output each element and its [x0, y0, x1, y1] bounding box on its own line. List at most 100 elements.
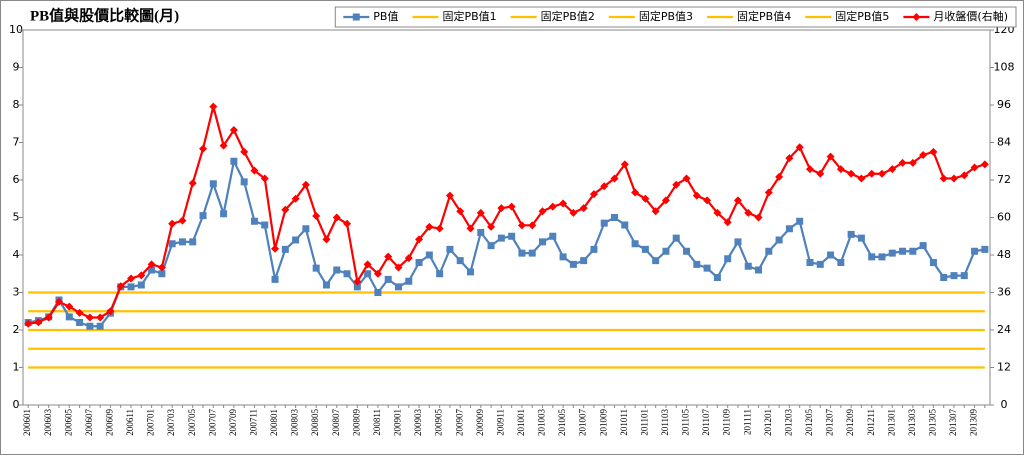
pb-marker	[744, 262, 752, 270]
price-marker	[919, 151, 928, 159]
price-marker	[661, 196, 670, 205]
pb-marker	[929, 259, 937, 266]
price-marker	[877, 169, 886, 178]
x-tick-label: 200701	[146, 409, 156, 436]
x-tick-label: 200601	[22, 409, 32, 436]
price-marker	[826, 152, 835, 161]
price-marker	[199, 144, 208, 153]
pb-marker	[425, 251, 433, 259]
pb-marker	[827, 251, 835, 259]
x-tick-label: 200809	[351, 409, 361, 437]
pb-marker	[250, 217, 258, 225]
price-marker	[949, 174, 958, 183]
series-line	[27, 106, 986, 325]
price-marker	[610, 174, 619, 183]
price-marker	[641, 194, 650, 203]
price-marker	[912, 13, 921, 21]
price-marker	[394, 263, 403, 272]
pb-marker	[405, 277, 413, 285]
pb-marker	[456, 257, 464, 265]
pb-marker	[76, 319, 84, 326]
pb-marker	[333, 266, 341, 274]
pb-marker	[352, 13, 360, 21]
price-marker	[682, 174, 691, 183]
x-tick-label: 200911	[495, 409, 505, 436]
pb-marker	[86, 322, 94, 330]
pb-marker	[559, 253, 567, 261]
pb-marker	[271, 275, 279, 283]
pb-marker	[240, 178, 248, 186]
price-marker	[168, 219, 177, 228]
y-tick-label: 4	[13, 248, 20, 261]
pb-marker	[477, 229, 485, 236]
legend-label: 固定PB值4	[737, 9, 791, 23]
x-tick-label: 200811	[372, 409, 382, 436]
pb-marker	[436, 270, 444, 278]
pb-marker	[981, 245, 989, 253]
y2-tick-label: 48	[997, 248, 1011, 261]
x-tick-label: 201011	[619, 409, 629, 436]
x-tick-label: 201111	[742, 409, 752, 435]
price-marker	[569, 208, 578, 217]
pb-marker	[312, 264, 320, 272]
y-tick-label: 2	[13, 323, 20, 336]
y2-tick-label: 108	[994, 61, 1015, 74]
x-tick-label: 200905	[434, 409, 444, 437]
price-marker	[559, 199, 568, 208]
pb-marker	[343, 270, 351, 278]
pb-marker	[220, 210, 228, 218]
x-tick-label: 201103	[660, 409, 670, 436]
pb-marker	[683, 247, 691, 255]
pb-marker	[127, 283, 135, 291]
pb-marker	[292, 236, 300, 244]
x-tick-label: 200705	[187, 409, 197, 437]
price-marker	[723, 218, 732, 227]
y-tick-label: 5	[13, 211, 20, 224]
pb-marker	[857, 234, 865, 242]
price-marker	[548, 202, 557, 211]
y2-tick-label: 0	[1001, 398, 1008, 411]
price-marker	[816, 169, 825, 178]
price-marker	[106, 307, 115, 316]
pb-marker	[353, 283, 361, 291]
price-marker	[775, 172, 784, 181]
x-tick-label: 201203	[783, 409, 793, 437]
x-tick-label: 201201	[763, 409, 773, 436]
price-marker	[219, 141, 228, 150]
price-marker	[939, 174, 948, 183]
pb-marker	[281, 245, 289, 253]
price-marker	[445, 191, 454, 200]
pb-marker	[384, 275, 392, 283]
price-marker	[692, 191, 701, 200]
price-marker	[188, 179, 197, 188]
x-tick-label: 201105	[681, 409, 691, 436]
price-marker	[600, 182, 609, 191]
pb-marker	[302, 225, 310, 233]
pb-marker	[724, 255, 732, 263]
x-tick-label: 200703	[166, 409, 176, 437]
price-marker	[703, 196, 712, 205]
pb-marker	[518, 249, 526, 257]
price-marker	[137, 271, 146, 280]
y-tick-label: 8	[13, 98, 20, 111]
price-marker	[240, 147, 249, 156]
pb-marker	[446, 245, 454, 253]
y2-tick-label: 96	[997, 98, 1011, 111]
price-marker	[795, 143, 804, 152]
pb-marker	[775, 236, 783, 244]
pb-marker	[816, 260, 824, 268]
pb-marker	[508, 232, 516, 240]
y-tick-label: 7	[13, 136, 20, 149]
price-marker	[157, 263, 166, 272]
legend-label: 固定PB值1	[442, 9, 496, 23]
price-marker	[353, 277, 362, 286]
price-marker	[733, 196, 742, 205]
pb-marker	[580, 257, 588, 265]
x-tick-label: 200903	[413, 409, 423, 437]
x-tick-label: 200805	[310, 409, 320, 437]
price-marker	[960, 171, 969, 180]
price-marker	[301, 180, 310, 189]
price-marker	[65, 302, 74, 311]
pb-marker	[672, 234, 680, 242]
